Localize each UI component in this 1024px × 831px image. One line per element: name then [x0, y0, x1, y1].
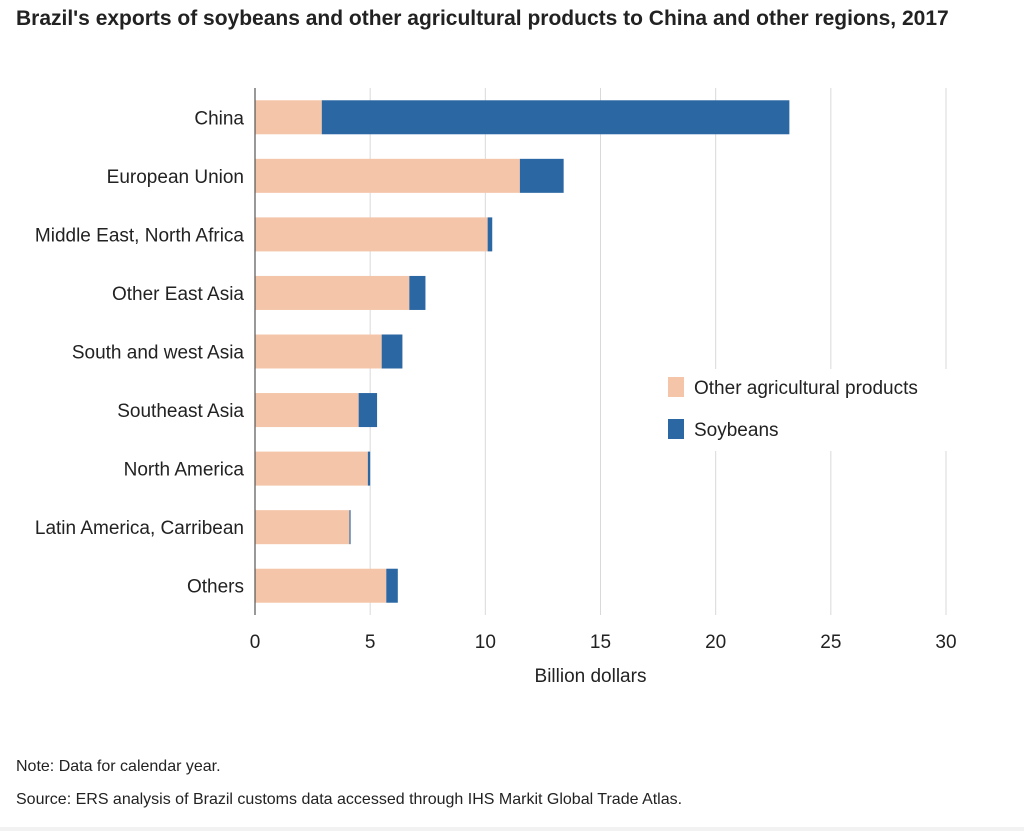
legend-background [660, 369, 950, 451]
x-tick-label: 25 [820, 632, 841, 653]
chart-source: Source: ERS analysis of Brazil customs d… [16, 791, 683, 808]
category-label: Latin America, Carribean [35, 518, 244, 539]
category-label: Middle East, North Africa [35, 225, 245, 246]
x-tick-label: 0 [250, 632, 261, 653]
category-label: South and west Asia [72, 343, 245, 364]
bar-soybeans [349, 510, 351, 545]
bar-other-agricultural [255, 100, 322, 135]
bar-soybeans [381, 334, 403, 369]
x-tick-label: 30 [935, 632, 956, 653]
bar-soybeans [519, 158, 564, 193]
x-tick-label: 15 [590, 632, 611, 653]
bar-other-agricultural [255, 510, 350, 545]
legend-swatch [668, 377, 684, 397]
chart: 0 5 10 15 20 25 30 China European Union Middle Ea… [35, 88, 957, 687]
legend-label: Soybeans [694, 420, 779, 441]
bar-other-agricultural [255, 275, 410, 310]
category-label: Other East Asia [112, 284, 244, 305]
bar-soybeans [321, 100, 790, 135]
legend-label: Other agricultural products [694, 378, 918, 399]
axes: 0 5 10 15 20 25 30 China European Union Middle Ea… [35, 88, 957, 687]
chart-title: Brazil's exports of soybeans and other a… [16, 7, 949, 30]
bars [255, 100, 790, 603]
x-axis-title: Billion dollars [535, 666, 647, 687]
category-label: China [194, 108, 244, 129]
bar-soybeans [487, 217, 493, 252]
x-tick-label: 5 [365, 632, 376, 653]
bar-other-agricultural [255, 451, 368, 486]
chart-note: Note: Data for calendar year. [16, 758, 221, 775]
bar-soybeans [358, 393, 378, 428]
bar-other-agricultural [255, 158, 520, 193]
category-label: Southeast Asia [117, 401, 244, 422]
legend-swatch [668, 419, 684, 439]
bar-other-agricultural [255, 393, 359, 428]
x-tick-label: 10 [475, 632, 496, 653]
bar-soybeans [409, 275, 426, 310]
bar-other-agricultural [255, 334, 382, 369]
x-tick-label: 20 [705, 632, 726, 653]
bar-other-agricultural [255, 568, 387, 603]
legend: Other agricultural products Soybeans [660, 369, 950, 451]
footer-strip [0, 827, 1024, 831]
category-label: European Union [107, 167, 244, 188]
category-label: Others [187, 577, 244, 598]
category-label: North America [124, 460, 245, 481]
bar-soybeans [386, 568, 398, 603]
bar-soybeans [367, 451, 371, 486]
bar-other-agricultural [255, 217, 488, 252]
